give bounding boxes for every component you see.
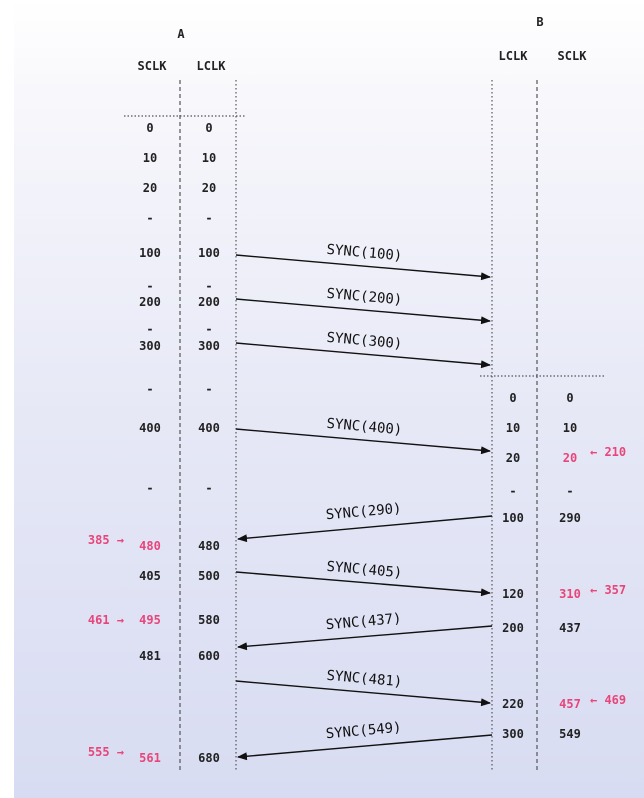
a-sclk-value-corrected: 480 xyxy=(139,539,161,553)
node-b-correction-notes: ← 210 ← 357 ← 469 xyxy=(590,445,626,707)
a-sclk-value-corrected: 561 xyxy=(139,751,161,765)
node-a-correction-notes: 385 → 461 → 555 → xyxy=(88,533,124,759)
b-lclk-value: 100 xyxy=(502,511,524,525)
a-lclk-value: 400 xyxy=(198,421,220,435)
sync-message-arrow xyxy=(235,571,491,597)
a-sclk-value: - xyxy=(146,279,153,293)
sync-message-arrow xyxy=(235,298,491,325)
a-sclk-value: 400 xyxy=(139,421,161,435)
b-sclk-value-corrected: 310 xyxy=(559,587,581,601)
a-lclk-value: 0 xyxy=(205,121,212,135)
sync-message-label: SYNC(481) xyxy=(326,668,403,691)
b-lclk-value: 200 xyxy=(502,621,524,635)
a-lclk-value: - xyxy=(205,322,212,336)
b-correction-note: ← 210 xyxy=(590,445,626,459)
sync-message-arrow xyxy=(235,680,491,707)
a-lclk-value: 100 xyxy=(198,246,220,260)
a-lclk-value: 300 xyxy=(198,339,220,353)
a-lclk-value: 500 xyxy=(198,569,220,583)
sync-message-label: SYNC(300) xyxy=(326,330,403,353)
sync-message-arrow xyxy=(237,734,493,761)
b-sclk-value: 549 xyxy=(559,727,581,741)
sync-message-label: SYNC(200) xyxy=(326,286,403,309)
a-sclk-value: - xyxy=(146,211,153,225)
b-lclk-value: - xyxy=(509,484,516,498)
a-lclk-value: - xyxy=(205,382,212,396)
b-lclk-value: 0 xyxy=(509,391,516,405)
b-sclk-value: 0 xyxy=(566,391,573,405)
b-lclk-value: 20 xyxy=(506,451,520,465)
message-labels: SYNC(100) SYNC(200) SYNC(300) SYNC(400) … xyxy=(325,242,403,743)
sync-message-label: SYNC(405) xyxy=(326,559,403,582)
a-lclk-value: 200 xyxy=(198,295,220,309)
a-correction-note: 555 → xyxy=(88,745,124,759)
a-sclk-value: 200 xyxy=(139,295,161,309)
sync-message-arrow xyxy=(235,428,491,455)
sync-message-arrow xyxy=(237,625,493,651)
sync-message-label: SYNC(549) xyxy=(325,720,402,743)
b-sclk-value: - xyxy=(566,484,573,498)
b-lclk-value: 220 xyxy=(502,697,524,711)
b-sclk-value: 290 xyxy=(559,511,581,525)
sync-message-label: SYNC(290) xyxy=(325,501,402,524)
a-sclk-value: - xyxy=(146,481,153,495)
sync-message-arrow xyxy=(235,254,491,281)
a-lclk-value: 680 xyxy=(198,751,220,765)
node-a-title: A xyxy=(177,27,185,41)
node-a-sclk-header: SCLK xyxy=(138,59,168,73)
a-sclk-value: 10 xyxy=(143,151,157,165)
a-sclk-value: 100 xyxy=(139,246,161,260)
node-a-lclk-header: LCLK xyxy=(197,59,227,73)
a-lclk-value: 480 xyxy=(198,539,220,553)
a-lclk-value: - xyxy=(205,279,212,293)
a-lclk-value: 600 xyxy=(198,649,220,663)
sync-message-label: SYNC(100) xyxy=(326,242,403,265)
b-sclk-value: 10 xyxy=(563,421,577,435)
b-correction-note: ← 469 xyxy=(590,693,626,707)
b-sclk-value-corrected: 457 xyxy=(559,697,581,711)
node-b-sclk-header: SCLK xyxy=(558,49,588,63)
a-sclk-value: 0 xyxy=(146,121,153,135)
sync-message-label: SYNC(437) xyxy=(325,611,402,634)
sync-message-arrow xyxy=(235,342,491,369)
node-b-values: 0 0 10 10 20 20 - - 100 290 120 310 200 … xyxy=(502,391,581,741)
b-lclk-value: 10 xyxy=(506,421,520,435)
a-sclk-value: - xyxy=(146,382,153,396)
a-lclk-value: - xyxy=(205,211,212,225)
a-lclk-value: 580 xyxy=(198,613,220,627)
node-b-title: B xyxy=(536,15,543,29)
a-sclk-value: - xyxy=(146,322,153,336)
a-sclk-value: 405 xyxy=(139,569,161,583)
node-a-values: 0 0 10 10 20 20 - - 100 100 - - 200 200 … xyxy=(139,121,220,765)
a-lclk-value: - xyxy=(205,481,212,495)
message-arrows xyxy=(235,254,493,761)
a-lclk-value: 10 xyxy=(202,151,216,165)
a-sclk-value: 300 xyxy=(139,339,161,353)
b-sclk-value-corrected: 20 xyxy=(563,451,577,465)
b-lclk-value: 120 xyxy=(502,587,524,601)
sync-message-arrow xyxy=(237,515,493,543)
a-correction-note: 385 → xyxy=(88,533,124,547)
a-sclk-value: 20 xyxy=(143,181,157,195)
a-sclk-value: 481 xyxy=(139,649,161,663)
a-correction-note: 461 → xyxy=(88,613,124,627)
a-sclk-value-corrected: 495 xyxy=(139,613,161,627)
b-sclk-value: 437 xyxy=(559,621,581,635)
node-b-lclk-header: LCLK xyxy=(499,49,529,63)
a-lclk-value: 20 xyxy=(202,181,216,195)
sync-message-label: SYNC(400) xyxy=(326,416,403,439)
b-correction-note: ← 357 xyxy=(590,583,626,597)
b-lclk-value: 300 xyxy=(502,727,524,741)
